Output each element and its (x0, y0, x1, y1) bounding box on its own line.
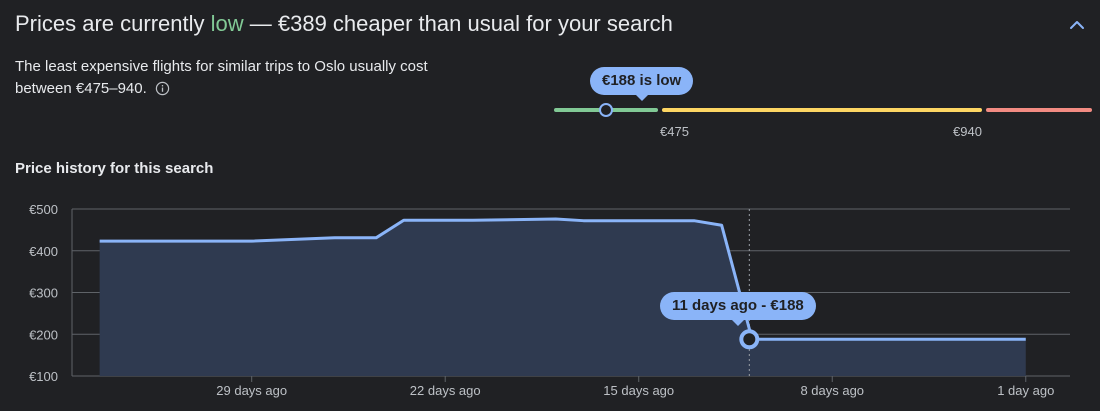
y-tick-label: €400 (29, 244, 58, 259)
y-tick-label: €100 (29, 369, 58, 384)
range-high-threshold: €940 (953, 124, 982, 139)
current-price-bubble: €188 is low (590, 67, 694, 101)
x-tick-label: 15 days ago (603, 383, 674, 398)
price-line (99, 217, 1026, 341)
price-history-title: Price history for this search (15, 160, 214, 177)
x-tick-label: 8 days ago (800, 383, 864, 398)
range-low-threshold: €475 (660, 124, 689, 139)
y-tick-label: €500 (29, 202, 58, 217)
range-segment-typical (662, 108, 982, 112)
x-tick-label: 29 days ago (216, 383, 287, 398)
page-title: Prices are currently low — €389 cheaper … (15, 8, 673, 40)
title-suffix: — €389 cheaper than usual for your searc… (243, 11, 673, 36)
y-tick-label: €200 (29, 327, 58, 342)
chart-tooltip: 11 days ago - €188 (660, 292, 816, 326)
highlight-point (739, 329, 760, 350)
chevron-up-icon (1070, 21, 1084, 29)
x-tick-label: 1 day ago (997, 383, 1054, 398)
price-area (99, 219, 1026, 376)
price-history-chart[interactable]: €500 €400 €300 €200 €100 29 days ago 22 days a… (0, 195, 1100, 411)
info-icon[interactable] (155, 81, 170, 96)
price-description: The least expensive flights for similar … (15, 56, 455, 100)
price-description-text: The least expensive flights for similar … (15, 58, 428, 97)
y-tick-label: €300 (29, 286, 58, 301)
current-price-marker (599, 103, 613, 117)
x-tick-label: 22 days ago (410, 383, 481, 398)
collapse-button[interactable] (1064, 12, 1090, 38)
range-segment-high (986, 108, 1092, 112)
title-prefix: Prices are currently (15, 11, 211, 36)
price-status-label: low (210, 11, 244, 36)
price-range-indicator: €188 is low €475 €940 (550, 60, 1095, 150)
